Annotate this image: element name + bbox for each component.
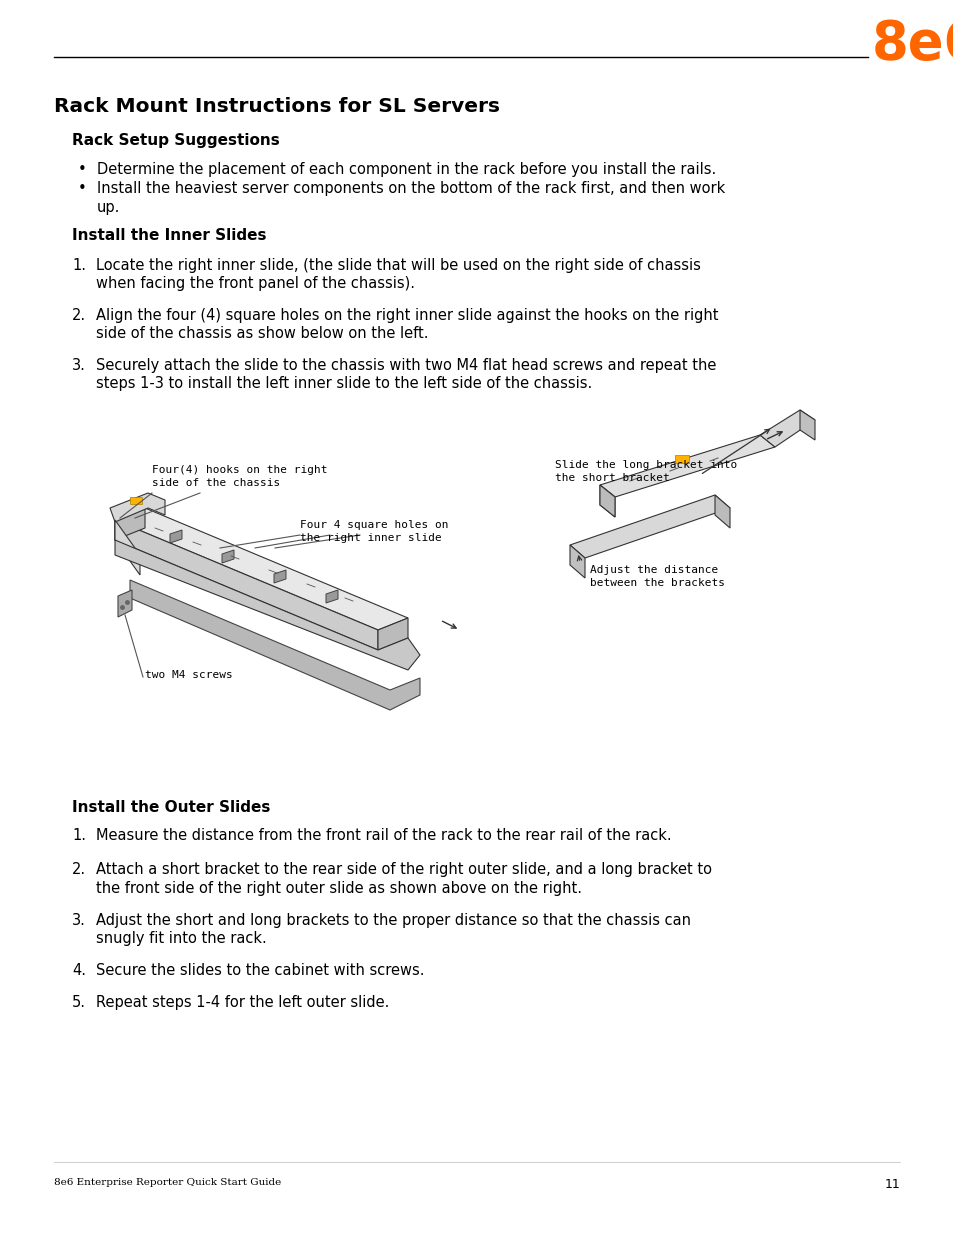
Text: Rack Setup Suggestions: Rack Setup Suggestions bbox=[71, 133, 279, 148]
Text: 3.: 3. bbox=[71, 913, 86, 927]
Text: snugly fit into the rack.: snugly fit into the rack. bbox=[96, 931, 267, 946]
Polygon shape bbox=[115, 520, 140, 576]
Polygon shape bbox=[800, 410, 814, 440]
Polygon shape bbox=[115, 508, 145, 540]
Text: side of the chassis as show below on the left.: side of the chassis as show below on the… bbox=[96, 326, 428, 341]
Text: Determine the placement of each component in the rack before you install the rai: Determine the placement of each componen… bbox=[97, 162, 716, 177]
Polygon shape bbox=[569, 545, 584, 578]
Text: Measure the distance from the front rail of the rack to the rear rail of the rac: Measure the distance from the front rail… bbox=[96, 827, 671, 844]
Text: Install the Inner Slides: Install the Inner Slides bbox=[71, 228, 266, 243]
Text: 5.: 5. bbox=[71, 995, 86, 1010]
Text: 4.: 4. bbox=[71, 963, 86, 978]
Text: 1.: 1. bbox=[71, 827, 86, 844]
Text: Four(4) hooks on the right: Four(4) hooks on the right bbox=[152, 466, 327, 475]
Polygon shape bbox=[569, 495, 729, 558]
Bar bbox=[675, 454, 688, 463]
Polygon shape bbox=[115, 540, 419, 671]
Polygon shape bbox=[599, 485, 615, 517]
Polygon shape bbox=[599, 435, 774, 496]
Text: two M4 screws: two M4 screws bbox=[145, 671, 233, 680]
Bar bbox=[130, 496, 142, 504]
Polygon shape bbox=[130, 580, 419, 710]
Text: 3.: 3. bbox=[71, 358, 86, 373]
Text: the right inner slide: the right inner slide bbox=[299, 534, 441, 543]
Polygon shape bbox=[760, 410, 814, 447]
Text: Rack Mount Instructions for SL Servers: Rack Mount Instructions for SL Servers bbox=[54, 98, 499, 116]
Text: Repeat steps 1-4 for the left outer slide.: Repeat steps 1-4 for the left outer slid… bbox=[96, 995, 389, 1010]
Polygon shape bbox=[274, 571, 286, 583]
Text: Adjust the short and long brackets to the proper distance so that the chassis ca: Adjust the short and long brackets to th… bbox=[96, 913, 690, 927]
Polygon shape bbox=[326, 590, 337, 603]
Text: up.: up. bbox=[97, 200, 120, 215]
Polygon shape bbox=[115, 508, 408, 630]
Text: the short bracket: the short bracket bbox=[555, 473, 669, 483]
Text: Secure the slides to the cabinet with screws.: Secure the slides to the cabinet with sc… bbox=[96, 963, 424, 978]
Text: Install the heaviest server components on the bottom of the rack first, and then: Install the heaviest server components o… bbox=[97, 182, 724, 196]
Polygon shape bbox=[170, 530, 182, 543]
Polygon shape bbox=[377, 618, 408, 650]
Text: steps 1-3 to install the left inner slide to the left side of the chassis.: steps 1-3 to install the left inner slid… bbox=[96, 375, 592, 391]
Text: side of the chassis: side of the chassis bbox=[152, 478, 280, 488]
Text: •: • bbox=[78, 182, 87, 196]
Polygon shape bbox=[118, 590, 132, 618]
Text: Adjust the distance: Adjust the distance bbox=[589, 564, 718, 576]
Text: the front side of the right outer slide as shown above on the right.: the front side of the right outer slide … bbox=[96, 881, 581, 897]
Text: Four 4 square holes on: Four 4 square holes on bbox=[299, 520, 448, 530]
Text: 1.: 1. bbox=[71, 258, 86, 273]
Text: Install the Outer Slides: Install the Outer Slides bbox=[71, 800, 270, 815]
Text: Locate the right inner slide, (the slide that will be used on the right side of : Locate the right inner slide, (the slide… bbox=[96, 258, 700, 273]
Text: 8e6 Enterprise Reporter Quick Start Guide: 8e6 Enterprise Reporter Quick Start Guid… bbox=[54, 1178, 281, 1187]
Text: 2.: 2. bbox=[71, 308, 86, 324]
Text: Securely attach the slide to the chassis with two M4 flat head screws and repeat: Securely attach the slide to the chassis… bbox=[96, 358, 716, 373]
Polygon shape bbox=[714, 495, 729, 529]
Text: 8e6: 8e6 bbox=[871, 19, 953, 70]
Text: 2.: 2. bbox=[71, 862, 86, 877]
Polygon shape bbox=[110, 493, 165, 522]
Text: when facing the front panel of the chassis).: when facing the front panel of the chass… bbox=[96, 275, 415, 291]
Polygon shape bbox=[115, 520, 377, 650]
Polygon shape bbox=[599, 485, 615, 517]
Text: •: • bbox=[78, 162, 87, 177]
Polygon shape bbox=[222, 550, 233, 563]
Text: 11: 11 bbox=[883, 1178, 899, 1191]
Text: Slide the long bracket into: Slide the long bracket into bbox=[555, 459, 737, 471]
Text: Attach a short bracket to the rear side of the right outer slide, and a long bra: Attach a short bracket to the rear side … bbox=[96, 862, 711, 877]
Text: between the brackets: between the brackets bbox=[589, 578, 724, 588]
Text: Align the four (4) square holes on the right inner slide against the hooks on th: Align the four (4) square holes on the r… bbox=[96, 308, 718, 324]
